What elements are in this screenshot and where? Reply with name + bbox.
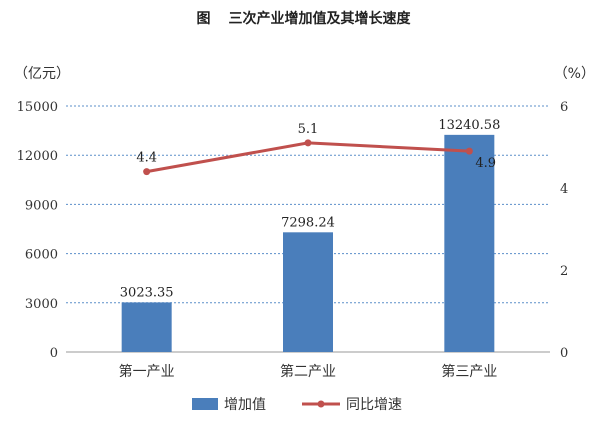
line-data-label: 5.1 [298, 122, 319, 137]
x-category-label: 第一产业 [119, 363, 175, 380]
chart-title: 图 三次产业增加值及其增长速度 [0, 8, 607, 28]
y-left-tick-label: 6000 [25, 248, 58, 263]
growth-point [304, 139, 312, 147]
growth-point [465, 147, 473, 155]
legend-bar-label: 增加值 [224, 397, 266, 413]
y-left-tick-label: 12000 [17, 149, 58, 164]
y-right-axis-label: （%） [554, 66, 595, 82]
bar-data-label: 3023.35 [120, 285, 174, 300]
y-left-axis-label: （亿元） [14, 66, 70, 82]
y-left-tick-label: 0 [50, 346, 58, 361]
y-right-tick-label: 6 [560, 100, 568, 115]
y-right-tick-label: 0 [560, 346, 568, 361]
growth-point [143, 168, 151, 176]
legend-line-label: 同比增速 [346, 397, 402, 413]
bar [444, 134, 495, 352]
bar-data-label: 13240.58 [438, 118, 500, 133]
bar [121, 302, 172, 352]
y-left-tick-label: 15000 [17, 100, 58, 115]
y-left-tick-label: 9000 [25, 198, 58, 213]
legend-line-marker [317, 400, 325, 408]
line-data-label: 4.4 [136, 151, 157, 166]
y-right-tick-label: 4 [560, 182, 568, 197]
growth-line [146, 141, 470, 174]
line-data-label: 4.9 [475, 156, 496, 171]
y-right-tick-label: 2 [560, 264, 568, 279]
figure-prefix: 图 [196, 11, 211, 27]
x-category-label: 第二产业 [280, 363, 336, 380]
y-left-tick-label: 3000 [25, 297, 58, 312]
bar [283, 232, 333, 352]
figure-caption: 三次产业增加值及其增长速度 [228, 11, 411, 27]
legend-bar-swatch [192, 398, 218, 410]
x-category-label: 第三产业 [441, 363, 497, 380]
bar-data-label: 7298.24 [281, 215, 335, 230]
